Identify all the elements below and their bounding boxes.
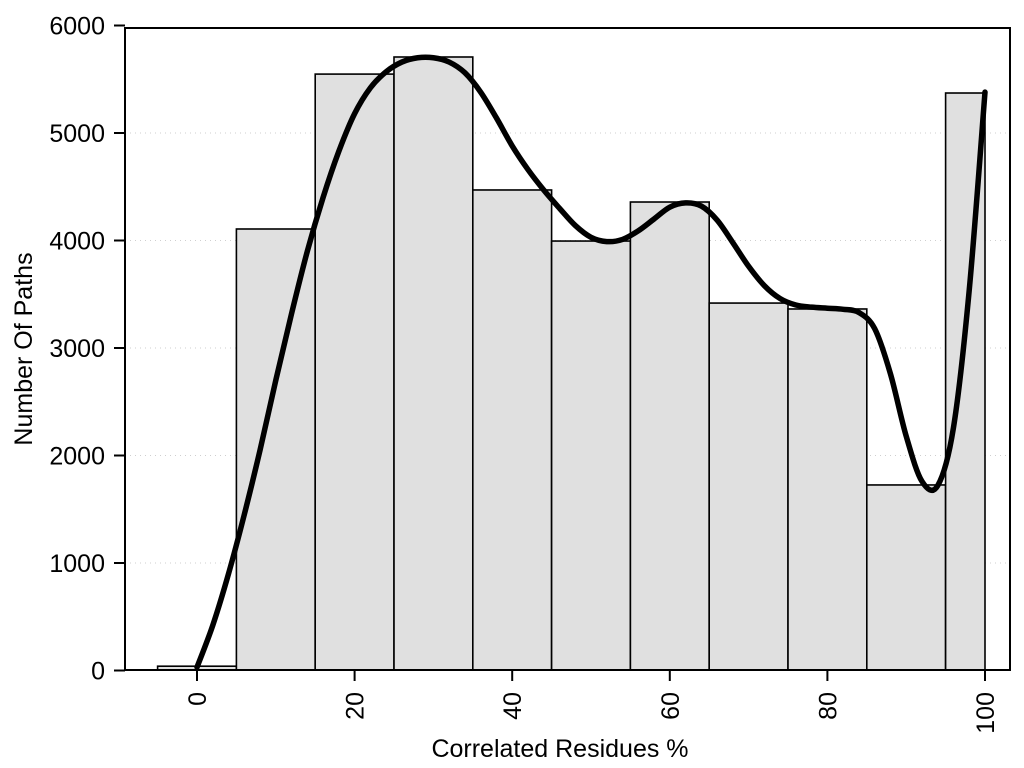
y-tick-label: 6000 [49,13,105,41]
y-tick-label: 5000 [49,120,105,148]
x-tick-label: 80 [814,692,842,720]
histogram-bar [550,240,632,671]
x-axis-title: Correlated Residues % [431,735,688,763]
histogram-bar [708,302,789,671]
histogram-bar [235,228,316,671]
histogram-bar [787,308,868,671]
density-curve-path [194,54,988,671]
density-curve [194,54,988,671]
x-tick-label: 40 [499,692,527,720]
y-tick-label: 3000 [49,335,105,363]
histogram-bar [865,484,947,671]
x-tick-label: 60 [657,692,685,720]
x-axis-ticks: 0 20 40 60 80 100 [184,670,1000,734]
x-tick-label: 20 [342,692,370,720]
histogram-bars [156,56,986,671]
histogram-bar [629,201,711,671]
histogram-bar [393,56,474,671]
y-axis-title: Number Of Paths [10,252,38,445]
histogram-bar [471,189,553,671]
y-axis-ticks: 0 1000 2000 3000 4000 5000 6000 [49,13,125,686]
axes [124,27,1011,671]
y-tick-label: 0 [91,658,105,686]
x-tick-label: 100 [972,692,1000,734]
plot-frame [124,27,1011,671]
histogram-bar [314,73,395,671]
y-tick-label: 2000 [49,443,105,471]
y-tick-label: 1000 [49,550,105,578]
x-tick-label: 0 [184,692,212,706]
y-tick-label: 4000 [49,228,105,256]
